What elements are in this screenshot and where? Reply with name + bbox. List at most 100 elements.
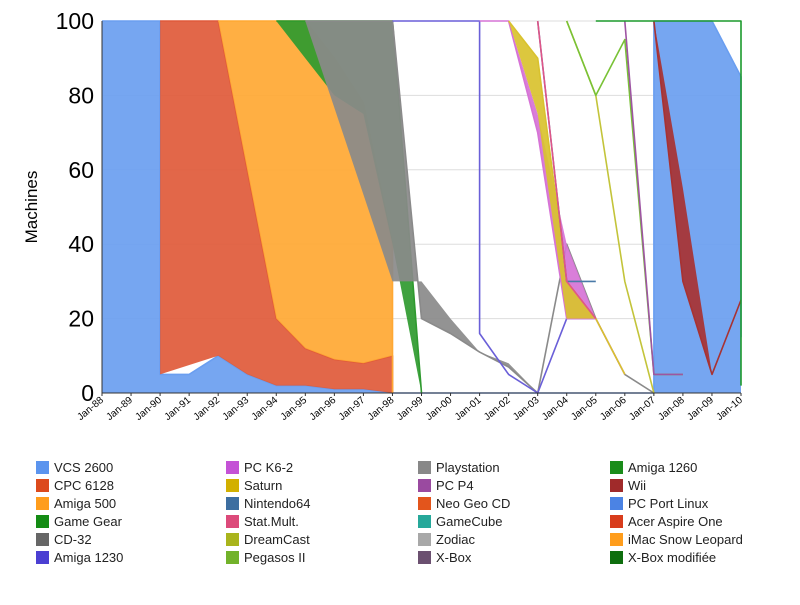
legend-swatch [36,496,49,510]
legend-label: Zodiac [436,531,476,547]
legend-swatch [610,496,623,510]
area-fill-1 [160,21,393,393]
x-tick-label-10: Jan-98 [366,395,397,423]
legend-swatch [226,496,239,510]
legend-swatch [226,460,239,474]
legend-label: Acer Aspire One [628,513,723,529]
legend-swatch [36,478,49,492]
legend-item: PC Port Linux [610,494,708,512]
legend-label: Neo Geo CD [436,495,511,511]
y-tick-label-3: 60 [68,157,94,183]
legend-label: DreamCast [244,531,310,547]
legend-item: Zodiac [418,530,475,548]
legend-item: X-Box modifiée [610,548,716,566]
area-edge-14 [595,20,742,386]
y-tick-label-5: 100 [56,8,94,34]
legend-item: DreamCast [226,530,310,548]
legend-swatch [36,550,49,564]
x-tick-label-16: Jan-04 [540,395,571,423]
legend-item: VCS 2600 [36,458,113,476]
y-axis-title: Machines [22,171,41,244]
legend-label: Nintendo64 [244,495,311,511]
x-tick-label-12: Jan-00 [424,395,455,423]
legend-item: Amiga 1260 [610,458,697,476]
area-edge-9 [536,20,597,320]
x-tick-label-6: Jan-94 [250,395,281,423]
x-tick-label-21: Jan-09 [685,395,716,423]
legend-label: GameCube [436,513,503,529]
series-area-13 [653,20,742,376]
legend-label: Playstation [436,459,500,475]
area-fill-7 [508,21,625,375]
x-tick-label-14: Jan-02 [482,395,513,423]
legend-item: Wii [610,476,646,494]
legend-label: CPC 6128 [54,477,114,493]
y-tick-label-1: 20 [68,306,94,332]
area-fill-5 [392,21,596,393]
legend-swatch [418,514,431,528]
legend-label: PC P4 [436,477,474,493]
legend-item: Neo Geo CD [418,494,510,512]
legend-label: X-Box [436,549,472,565]
legend-swatch [418,460,431,474]
legend-item: CD-32 [36,530,92,548]
series-area-14 [595,20,742,386]
legend-swatch [418,496,431,510]
x-tick-label-20: Jan-08 [656,395,687,423]
legend-label: PC K6-2 [244,459,294,475]
legend-item: Nintendo64 [226,494,311,512]
legend-item: PC K6-2 [226,458,293,476]
legend-label: Pegasos II [244,549,306,565]
legend-item: Amiga 1230 [36,548,123,566]
x-tick-label-9: Jan-97 [337,395,368,423]
legend-label: PC Port Linux [628,495,709,511]
y-tick-label-2: 40 [68,231,94,257]
legend-swatch [610,478,623,492]
legend-label: VCS 2600 [54,459,114,475]
y-tick-label-0: 0 [81,380,94,406]
legend-swatch [610,532,623,546]
y-tick-label-4: 80 [68,82,94,108]
x-tick-label-18: Jan-06 [598,395,629,423]
series-area-12 [624,20,683,376]
legend-swatch [610,550,623,564]
x-tick-label-3: Jan-91 [163,395,194,423]
legend-label: X-Box modifiée [628,549,717,565]
area-fill-4 [305,21,654,393]
legend-item: Game Gear [36,512,122,530]
legend-item: iMac Snow Leopard [610,530,743,548]
legend-swatch [36,532,49,546]
x-tick-label-17: Jan-05 [569,395,600,423]
x-tick-label-22: Jan-10 [714,395,745,423]
area-fill-0 [102,21,741,393]
series-area-9 [536,20,597,320]
x-tick-label-8: Jan-96 [308,395,339,423]
legend-label: Amiga 1260 [628,459,698,475]
legend-swatch [610,514,623,528]
legend-item: PC P4 [418,476,474,494]
legend-swatch [418,550,431,564]
legend-item: Saturn [226,476,282,494]
x-tick-label-13: Jan-01 [453,395,484,423]
legend-item: Pegasos II [226,548,305,566]
legend-swatch [226,514,239,528]
legend-label: Wii [628,477,647,493]
legend-swatch [418,478,431,492]
legend-label: CD-32 [54,531,92,547]
legend-item: Playstation [418,458,500,476]
area-fill-13 [653,21,741,375]
legend-item: GameCube [418,512,502,530]
legend-label: Amiga 500 [54,495,117,511]
x-tick-label-7: Jan-95 [279,395,310,423]
series-area-5 [392,20,596,394]
legend-swatch [226,550,239,564]
x-tick-label-15: Jan-03 [511,395,542,423]
area-edge-13 [653,20,742,376]
legend-item: Amiga 500 [36,494,116,512]
area-edge-5 [392,20,596,394]
area-edge-12 [624,20,683,376]
legend-label: Saturn [244,477,283,493]
legend-item: Stat.Mult. [226,512,299,530]
x-tick-label-5: Jan-93 [221,395,252,423]
x-tick-label-19: Jan-07 [627,395,658,423]
